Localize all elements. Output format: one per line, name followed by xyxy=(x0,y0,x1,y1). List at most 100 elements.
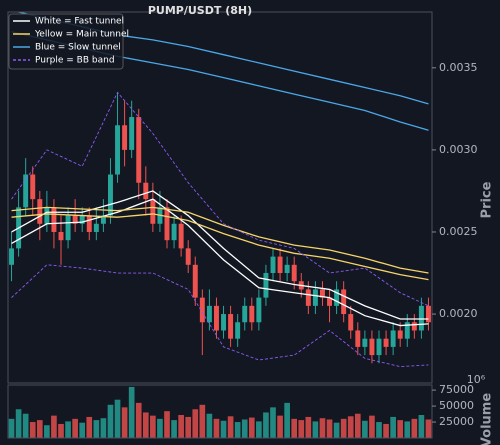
volume-bar xyxy=(199,404,206,438)
candle-body xyxy=(213,305,219,331)
tunnel-line xyxy=(11,206,429,274)
volume-bar xyxy=(135,402,142,438)
volume-bar xyxy=(164,411,170,438)
volume-tick-label: 50000 xyxy=(439,399,474,412)
volume-bar xyxy=(227,416,234,438)
volume-bar xyxy=(157,418,163,438)
candle-body xyxy=(100,215,106,224)
candle-body xyxy=(242,305,248,323)
y-tick-label: 0.0020 xyxy=(439,307,478,320)
candle-body xyxy=(115,125,121,175)
candle-body xyxy=(30,174,36,200)
volume-bar xyxy=(171,420,177,438)
volume-bar xyxy=(213,418,220,438)
candle-body xyxy=(362,338,368,347)
volume-bar xyxy=(51,415,57,438)
candle-body xyxy=(93,223,99,232)
y-tick-label: 0.0035 xyxy=(439,61,478,74)
volume-bar xyxy=(234,422,241,438)
candle-body xyxy=(312,289,318,306)
volume-bar xyxy=(150,415,156,438)
volume-bar xyxy=(22,413,29,438)
candle-body xyxy=(23,174,29,208)
volume-bar xyxy=(72,418,78,438)
candle-body xyxy=(164,207,170,241)
legend-label: Purple = BB band xyxy=(35,56,115,66)
candle-body xyxy=(348,314,354,331)
volume-bar xyxy=(15,409,22,438)
candle-body xyxy=(192,264,198,298)
candle-body xyxy=(79,215,85,224)
volume-tick-label: 75000 xyxy=(439,383,474,396)
candle-body xyxy=(256,297,262,323)
candle-body xyxy=(319,289,325,298)
volume-bar xyxy=(333,422,340,438)
candle-body xyxy=(404,322,410,339)
y-tick-label: 0.0025 xyxy=(439,225,478,238)
candle-body xyxy=(185,248,191,265)
candle-body xyxy=(58,231,64,241)
candle-body xyxy=(150,199,156,224)
volume-bar xyxy=(79,422,86,438)
volume-bar xyxy=(121,407,128,438)
candle-body xyxy=(291,264,297,282)
volume-bar xyxy=(284,402,290,438)
volume-bar xyxy=(340,418,347,438)
tunnel-line xyxy=(11,91,429,307)
chart-title: PUMP/USDT (8H) xyxy=(148,4,252,17)
volume-bar xyxy=(404,421,411,438)
volume-bar xyxy=(44,425,50,438)
volume-bar xyxy=(277,415,283,438)
candle-body xyxy=(284,264,290,274)
candle-body xyxy=(136,117,142,183)
volume-bar xyxy=(86,416,93,438)
volume-axis-label: Volume xyxy=(480,393,495,445)
candle-body xyxy=(390,330,396,347)
candle-body xyxy=(263,273,269,298)
candle-body xyxy=(228,314,234,339)
volume-bar xyxy=(326,419,333,438)
legend-label: Blue = Slow tunnel xyxy=(35,43,121,53)
volume-bar xyxy=(347,416,354,438)
candle-body xyxy=(122,125,128,150)
volume-bar xyxy=(29,422,36,438)
candle-body xyxy=(418,305,424,331)
volume-bar xyxy=(425,419,432,438)
candle-body xyxy=(397,330,403,339)
candle-body xyxy=(369,338,375,356)
volume-bar xyxy=(397,420,404,438)
volume-bar xyxy=(248,417,255,438)
legend: White = Fast tunnel Yellow = Main tunnel B… xyxy=(8,13,129,70)
candle-body xyxy=(425,305,431,323)
volume-bar xyxy=(376,422,382,438)
legend-box xyxy=(8,13,124,70)
tunnel-line xyxy=(11,264,429,368)
volume-bar xyxy=(128,386,135,438)
volume-bar xyxy=(305,416,312,438)
volume-bar xyxy=(418,415,425,438)
candle-body xyxy=(249,305,255,323)
volume-bar xyxy=(369,415,375,438)
volume-bar xyxy=(291,418,298,438)
volume-bar xyxy=(185,416,192,438)
candle-body xyxy=(37,199,43,224)
volume-bar xyxy=(93,420,100,438)
candle-body xyxy=(376,338,382,356)
candle-body xyxy=(221,314,227,331)
candle-body xyxy=(86,215,92,232)
candle-body xyxy=(277,256,283,274)
volume-bar xyxy=(114,399,121,438)
volume-frame xyxy=(7,384,433,439)
volume-bar xyxy=(192,409,199,438)
volume-bar xyxy=(270,407,276,438)
candle-body xyxy=(72,215,78,224)
candle-body xyxy=(206,305,212,323)
candle-body xyxy=(51,207,57,232)
legend-label: White = Fast tunnel xyxy=(35,17,124,27)
candle-body xyxy=(65,215,71,241)
volume-offset: 10⁶ xyxy=(467,373,486,386)
volume-bar xyxy=(390,416,396,438)
price-frame xyxy=(7,11,433,384)
volume-bar xyxy=(65,421,71,438)
tunnel-line xyxy=(11,198,429,327)
